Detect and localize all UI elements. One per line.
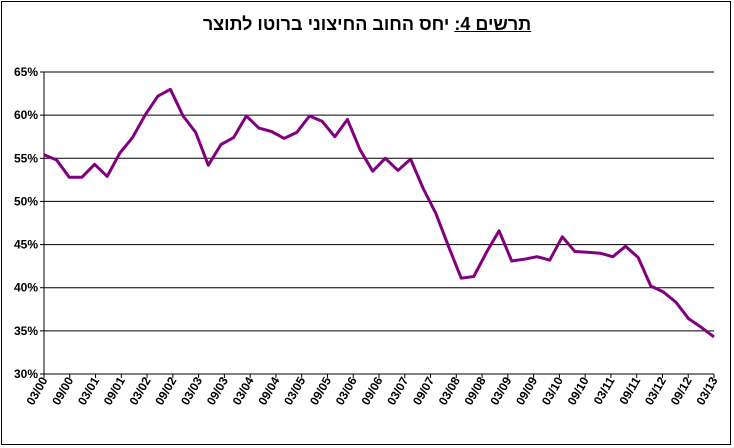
x-tick-label: 09/11 xyxy=(616,374,643,407)
y-tick-label: 35% xyxy=(14,324,38,338)
series-line-0 xyxy=(43,87,715,339)
y-tick-label: 65% xyxy=(14,65,38,79)
y-axis: 30% 35% 40% 45% 50% 55% 60% 65% xyxy=(14,65,45,381)
x-tick-label: 09/10 xyxy=(565,374,592,407)
x-tick-label: 09/04 xyxy=(255,374,282,407)
x-tick-label: 03/10 xyxy=(539,374,566,407)
x-tick-label: 03/07 xyxy=(384,374,411,407)
x-tick-label: 09/02 xyxy=(152,374,179,407)
x-tick-label: 09/00 xyxy=(49,374,76,407)
x-tick-label: 09/08 xyxy=(462,374,489,407)
x-tick-label: 03/13 xyxy=(693,374,720,407)
y-tick-label: 30% xyxy=(14,367,38,381)
x-tick-label: 09/03 xyxy=(204,374,231,407)
x-tick-label: 09/05 xyxy=(307,374,334,407)
chart-title: תרשים 4: יחס החוב החיצוני ברוטו לתוצר xyxy=(0,14,734,35)
x-tick-label: 03/11 xyxy=(591,374,618,407)
x-tick-label: 09/07 xyxy=(410,374,437,407)
y-tick-label: 55% xyxy=(14,151,38,165)
y-tick-label: 50% xyxy=(14,194,38,208)
x-tick-label: 03/06 xyxy=(333,374,360,407)
x-tick-label: 03/12 xyxy=(642,374,669,407)
x-tick-label: 03/01 xyxy=(75,374,102,407)
x-tick-label: 03/04 xyxy=(230,374,257,407)
x-tick-label: 03/08 xyxy=(436,374,463,407)
x-tick-label: 09/06 xyxy=(358,374,385,407)
x-tick-label: 09/12 xyxy=(668,374,695,407)
x-axis: 03/0009/0003/0109/0103/0209/0203/0309/03… xyxy=(23,373,721,408)
x-tick-label: 03/09 xyxy=(487,374,514,407)
y-tick-label: 60% xyxy=(14,108,38,122)
x-tick-label: 03/02 xyxy=(127,374,154,407)
y-tick-label: 45% xyxy=(14,238,38,252)
x-tick-label: 09/01 xyxy=(101,374,128,407)
chart-title-text: יחס החוב החיצוני ברוטו לתוצר xyxy=(202,14,450,34)
series-layer xyxy=(43,87,715,339)
chart-title-label: תרשים 4: xyxy=(454,14,532,34)
y-tick-label: 40% xyxy=(14,281,38,295)
x-tick-label: 03/05 xyxy=(281,374,308,407)
x-tick-label: 03/03 xyxy=(178,374,205,407)
x-tick-label: 09/09 xyxy=(513,374,540,407)
